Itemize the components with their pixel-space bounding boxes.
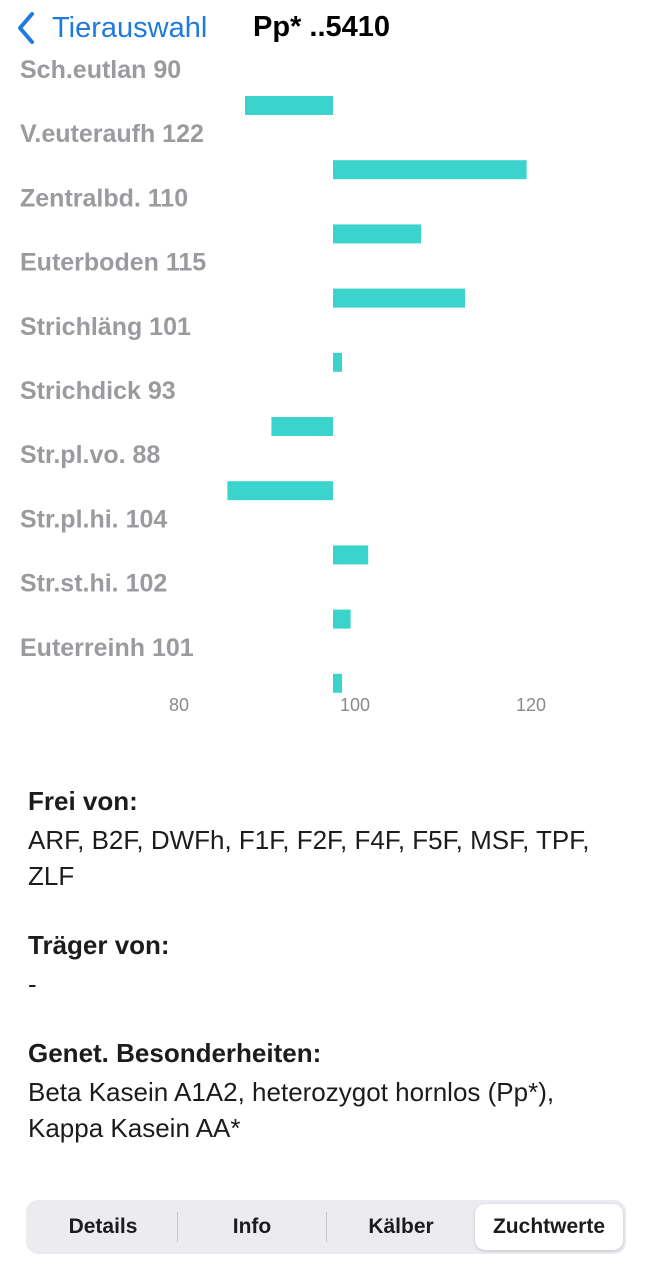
x-tick-label: 120 xyxy=(516,695,546,715)
segmented-control: Details Info Kälber Zuchtwerte xyxy=(26,1200,626,1254)
bar-label: Euterboden 115 xyxy=(20,249,206,277)
bar xyxy=(333,288,465,308)
bar-label: Str.pl.vo. 88 xyxy=(20,441,160,469)
free-of-text: ARF, B2F, DWFh, F1F, F2F, F4F, F5F, MSF,… xyxy=(28,825,590,891)
bar xyxy=(333,545,369,565)
tab-details[interactable]: Details xyxy=(29,1204,177,1250)
bar xyxy=(333,160,527,180)
bar-label: Strichläng 101 xyxy=(20,313,191,341)
bar xyxy=(333,609,351,629)
genetic-features-section: Genet. Besonderheiten: Beta Kasein A1A2,… xyxy=(28,1036,628,1146)
bar-label: Strichdick 93 xyxy=(20,377,176,405)
tab-zuchtwerte-label: Zuchtwerte xyxy=(492,1215,605,1238)
genetic-features-heading: Genet. Besonderheiten: xyxy=(28,1038,322,1068)
bar-label: V.euteraufh 122 xyxy=(20,120,204,148)
tab-info-label: Info xyxy=(232,1215,272,1238)
chevron-left-icon xyxy=(18,12,34,44)
bar-label: Str.pl.hi. 104 xyxy=(20,505,167,533)
bar xyxy=(333,352,342,372)
x-tick-label: 100 xyxy=(340,695,370,715)
tab-info[interactable]: Info xyxy=(178,1204,326,1250)
bar xyxy=(227,481,333,501)
tab-details-label: Details xyxy=(68,1215,138,1238)
bar-label: Zentralbd. 110 xyxy=(20,184,188,212)
bar xyxy=(333,673,342,693)
bar-label: Sch.eutlan 90 xyxy=(20,56,181,84)
bar-label: Str.st.hi. 102 xyxy=(20,570,167,598)
page-title: Pp* ..5410 xyxy=(253,11,391,43)
tab-separator xyxy=(177,1212,178,1242)
carrier-of-heading: Träger von: xyxy=(28,930,170,960)
free-of-section: Frei von: ARF, B2F, DWFh, F1F, F2F, F4F,… xyxy=(28,784,628,894)
bar xyxy=(245,96,333,115)
carrier-of-section: Träger von: - xyxy=(28,928,628,1002)
bar-chart: Sch.eutlan 90 V.euteraufh 122 Zentralbd. 1… xyxy=(20,56,546,715)
tab-separator xyxy=(326,1212,327,1242)
back-button[interactable]: Tierauswahl xyxy=(14,8,207,48)
genetic-features-text: Beta Kasein A1A2, heterozygot hornlos (P… xyxy=(28,1077,555,1143)
tab-zuchtwerte[interactable]: Zuchtwerte xyxy=(475,1204,623,1250)
tab-kaelber[interactable]: Kälber xyxy=(327,1204,475,1250)
x-tick-label: 80 xyxy=(169,695,189,715)
bar xyxy=(333,224,421,244)
carrier-of-text: - xyxy=(28,969,37,999)
free-of-heading: Frei von: xyxy=(28,786,138,816)
navigation-bar: Tierauswahl Pp* ..5410 xyxy=(0,0,652,56)
back-button-label: Tierauswahl xyxy=(52,11,208,44)
tab-kaelber-label: Kälber xyxy=(368,1215,434,1238)
bar xyxy=(271,417,333,436)
bar-label: Euterreinh 101 xyxy=(20,634,194,662)
breeding-values-chart: Sch.eutlan 90 V.euteraufh 122 Zentralbd. 1… xyxy=(20,56,546,715)
